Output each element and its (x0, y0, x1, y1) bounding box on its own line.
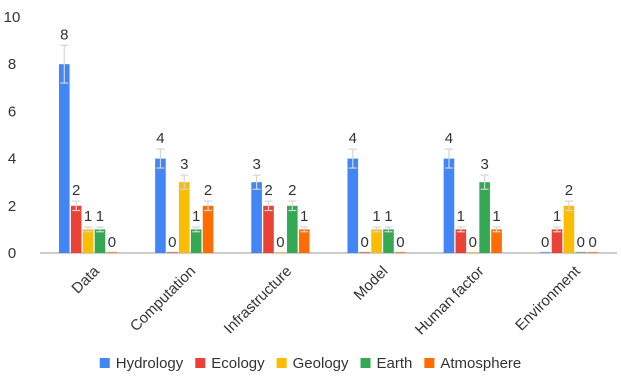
data-label: 0 (168, 234, 176, 251)
bar-earth-4 (479, 182, 490, 253)
legend-swatch (360, 358, 371, 368)
data-label: 2 (72, 182, 80, 199)
bar-hydrology-5 (539, 251, 551, 253)
bar-ecology-1 (167, 251, 178, 253)
data-label: 0 (361, 234, 369, 251)
data-label: 2 (565, 182, 573, 199)
legend-item-earth[interactable]: Earth (360, 355, 413, 372)
data-label: 4 (445, 130, 453, 147)
y-tick-label: 0 (8, 245, 16, 262)
bar-geology-3 (371, 229, 382, 253)
bar-earth-1 (190, 229, 202, 253)
legend-label: Atmosphere (440, 355, 521, 372)
bar-atmosphere-0 (106, 251, 118, 253)
y-tick-label: 10 (4, 9, 21, 26)
data-label: 1 (192, 208, 200, 225)
x-tick-label: Data (68, 262, 103, 297)
bar-atmosphere-5 (587, 251, 599, 253)
x-tick-label: Human factor (412, 263, 488, 339)
y-tick-label: 8 (8, 56, 16, 73)
bar-geology-1 (178, 182, 190, 253)
legend: Hydrology Ecology Geology Earth Atmosphere (99, 355, 521, 372)
bar-geology-0 (82, 229, 94, 253)
bar-atmosphere-1 (202, 205, 214, 253)
data-label: 2 (264, 182, 272, 199)
data-label: 1 (457, 208, 465, 225)
legend-label: Geology (293, 355, 349, 372)
bar-hydrology-1 (155, 158, 166, 253)
x-tick-label: Computation (127, 263, 199, 335)
legend-item-atmosphere[interactable]: Atmosphere (424, 355, 521, 372)
bar-earth-5 (575, 251, 587, 253)
data-label: 1 (384, 208, 392, 225)
bar-ecology-4 (455, 229, 467, 253)
data-label: 8 (60, 26, 68, 43)
bar-ecology-5 (551, 229, 563, 253)
data-label: 0 (396, 234, 404, 251)
bar-hydrology-3 (347, 158, 359, 253)
legend-swatch (99, 358, 110, 368)
bars (58, 44, 599, 253)
data-label: 2 (288, 182, 296, 199)
legend-item-geology[interactable]: Geology (276, 355, 349, 372)
x-tick-label: Environment (512, 262, 584, 334)
bar-atmosphere-2 (298, 229, 310, 253)
x-tick-label: Model (350, 263, 391, 304)
data-label: 2 (204, 182, 212, 199)
bar-earth-2 (287, 205, 298, 253)
bar-earth-3 (383, 229, 394, 253)
y-tick-label: 6 (8, 103, 16, 120)
legend-label: Hydrology (116, 355, 184, 372)
data-label: 1 (492, 208, 500, 225)
x-axis: Data Computation Infrastructure Model Human … (40, 252, 617, 339)
bar-earth-0 (94, 229, 106, 253)
x-tick-label: Infrastructure (221, 263, 296, 338)
data-label: 1 (300, 208, 308, 225)
bar-geology-2 (275, 251, 286, 253)
data-label: 1 (372, 208, 380, 225)
y-tick-label: 2 (8, 198, 16, 215)
bar-hydrology-0 (58, 64, 70, 253)
data-label: 0 (108, 234, 116, 251)
y-axis: 0 2 4 6 8 10 (4, 9, 21, 262)
legend-swatch (195, 358, 206, 368)
bar-ecology-0 (70, 205, 82, 253)
data-label: 1 (84, 208, 92, 225)
legend-swatch (276, 358, 287, 368)
data-label: 1 (553, 208, 561, 225)
bar-atmosphere-4 (491, 229, 502, 253)
bar-hydrology-4 (443, 158, 455, 253)
legend-item-hydrology[interactable]: Hydrology (99, 355, 184, 372)
data-label: 0 (541, 234, 549, 251)
data-label: 3 (480, 156, 488, 173)
bar-ecology-2 (263, 205, 274, 253)
data-label: 4 (156, 130, 164, 147)
y-tick-label: 4 (8, 151, 16, 168)
legend-label: Earth (377, 355, 413, 372)
legend-label: Ecology (211, 355, 265, 372)
legend-swatch (424, 358, 435, 368)
bar-geology-4 (467, 251, 479, 253)
bar-hydrology-2 (251, 182, 262, 253)
legend-item-ecology[interactable]: Ecology (195, 355, 265, 372)
bar-atmosphere-3 (395, 251, 406, 253)
data-label: 3 (252, 156, 260, 173)
data-label: 0 (276, 234, 284, 251)
data-label: 3 (180, 156, 188, 173)
data-label: 0 (589, 234, 597, 251)
data-label: 4 (349, 130, 357, 147)
data-label: 1 (96, 208, 104, 225)
data-label: 0 (469, 234, 477, 251)
bar-geology-5 (563, 205, 575, 253)
bar-ecology-3 (359, 251, 370, 253)
data-label: 0 (577, 234, 585, 251)
